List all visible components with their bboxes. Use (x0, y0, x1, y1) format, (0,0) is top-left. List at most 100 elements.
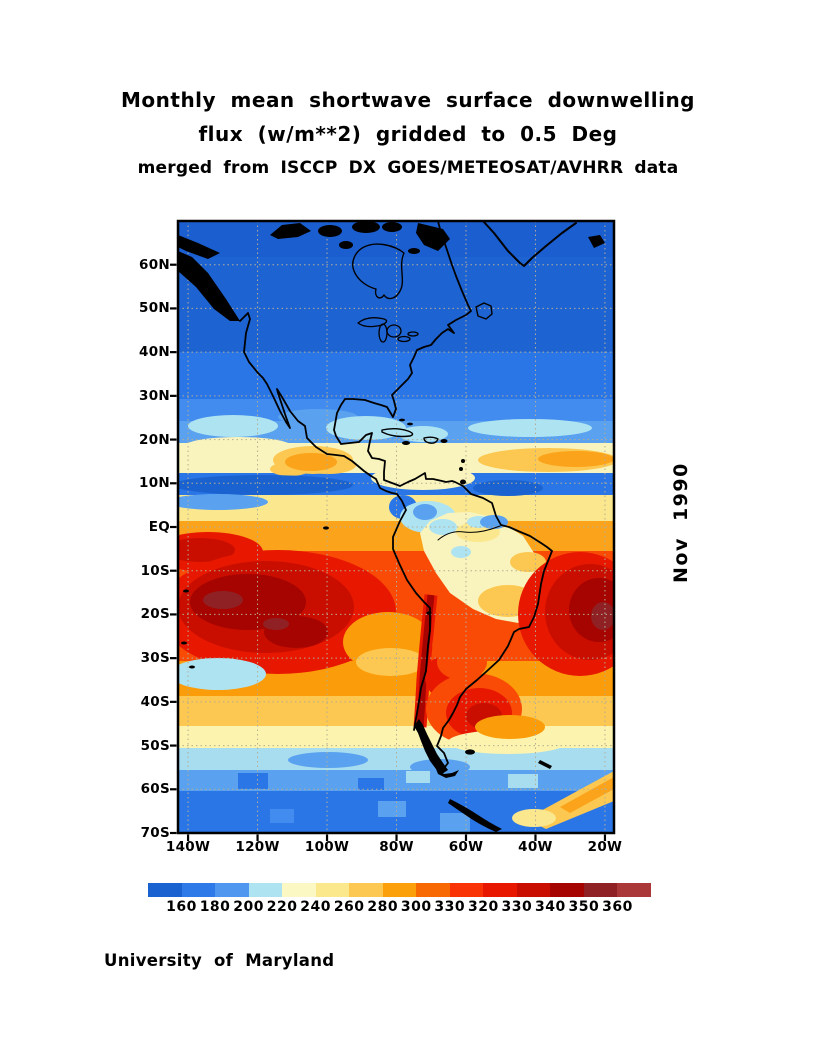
lat-tick-label: 70S (140, 825, 170, 841)
colorbar (148, 883, 651, 897)
bahamas-2 (407, 422, 413, 426)
lat-tick-label: 10N (139, 475, 170, 492)
lat-tick-label: 50N (139, 300, 170, 317)
lat-tick-label: 60N (139, 256, 170, 273)
black-land-fills (178, 221, 605, 832)
colorbar-cell (516, 883, 551, 897)
lat-tick-label: 20S (140, 606, 170, 623)
alaska-landmass (178, 251, 240, 321)
arctic-island-1 (270, 223, 311, 239)
colorbar-cell (382, 883, 417, 897)
sea-mark-3 (183, 589, 189, 593)
bahamas-1 (399, 418, 405, 422)
americas-west-coastline (239, 312, 431, 731)
map-frame (176, 219, 616, 835)
colorbar-tick-label: 330 (434, 899, 466, 915)
lon-tick-label: 120W (235, 839, 280, 855)
colorbar-tick-label: 360 (602, 899, 633, 915)
sea-mark-1 (181, 641, 187, 645)
lat-tick-label: 10S (140, 562, 170, 579)
chart-subtitle: merged from ISCCP DX GOES/METEOSAT/AVHRR… (137, 158, 679, 178)
lat-tick-label: EQ (148, 519, 170, 535)
lat-tick-label: 40N (139, 344, 170, 361)
colorbar-tick-label: 320 (467, 899, 499, 915)
colorbar-cell (583, 883, 618, 897)
south-georgia-island (538, 760, 552, 769)
colorbar-tick-label: 300 (400, 899, 432, 915)
lon-tick-label: 140W (165, 839, 211, 855)
axis-ticks (170, 263, 607, 841)
cuba-outline (381, 428, 414, 438)
chart-title-line2: flux (w/m**2) gridded to 0.5 Deg (198, 122, 618, 146)
falkland-islands (465, 749, 475, 755)
colorbar-tick-label: 200 (233, 899, 264, 915)
colorbar-cell (181, 883, 216, 897)
hispaniola-outline (423, 436, 439, 444)
puerto-rico (440, 439, 448, 443)
arctic-island-5 (339, 241, 353, 249)
lon-tick-label: 20W (587, 839, 623, 855)
colorbar-tick-label: 330 (501, 899, 533, 915)
patagonia-archipelago (414, 719, 448, 774)
colorbar-cell (148, 883, 182, 897)
hudson-bay-coastline (352, 243, 405, 300)
colorbar-cell (483, 883, 517, 897)
chart-title-line1: Monthly mean shortwave surface downwelli… (121, 88, 695, 112)
galapagos (323, 526, 329, 530)
lon-tick-label: 40W (518, 839, 553, 855)
lake-huron-outline (386, 324, 402, 338)
iceland-blob (588, 235, 605, 248)
colorbar-cell (449, 883, 484, 897)
colorbar-tick-label: 260 (333, 899, 365, 915)
arctic-island-6 (408, 248, 420, 254)
colorbar-cell (550, 883, 584, 897)
credit-text: University of Maryland (104, 951, 335, 970)
colorbar-tick-label: 350 (568, 899, 600, 915)
arctic-island-3 (352, 221, 380, 233)
colorbar-tick-label: 180 (199, 899, 231, 915)
lesser-antilles-2 (461, 459, 465, 463)
lon-tick-label: 100W (304, 839, 350, 855)
colorbar-cell (349, 883, 383, 897)
arctic-island-2 (318, 225, 342, 237)
arctic-island-4 (382, 222, 402, 232)
colorbar-tick-label: 160 (166, 899, 197, 915)
trinidad (460, 479, 466, 485)
lake-ontario-outline (407, 331, 419, 337)
colorbar-cell (416, 883, 450, 897)
sea-mark-2 (189, 665, 195, 669)
lake-erie-outline (397, 335, 411, 343)
great-lakes-outline (357, 317, 388, 328)
lat-tick-label: 20N (139, 431, 170, 448)
colorbar-cell (248, 883, 283, 897)
colorbar-tick-label: 240 (300, 899, 332, 915)
americas-east-coastline (333, 221, 553, 773)
colorbar-tick-label: 220 (266, 899, 298, 915)
lat-tick-label: 50S (140, 737, 170, 754)
amazon-river (437, 525, 501, 541)
alaska-coast-strip (178, 235, 220, 259)
map-canvas (170, 219, 616, 841)
newfoundland-outline (475, 302, 493, 320)
lat-tick-label: 60S (140, 781, 170, 798)
baffin-island (416, 223, 450, 251)
date-side-label: Nov 1990 (670, 462, 692, 583)
colorbar-tick-label: 280 (367, 899, 399, 915)
antarctic-peninsula-coast (448, 799, 502, 832)
colorbar-cell (617, 883, 651, 897)
lon-tick-label: 60W (448, 839, 484, 855)
colorbar-tick-label: 340 (535, 899, 566, 915)
lat-tick-label: 30N (139, 387, 170, 404)
colorbar-cell (282, 883, 316, 897)
lon-tick-label: 80W (379, 839, 414, 855)
flux-field-features (178, 221, 614, 833)
lesser-antilles-1 (459, 467, 463, 471)
colorbar-cell (215, 883, 249, 897)
lake-titicaca-mark (426, 611, 432, 615)
lat-tick-label: 40S (140, 693, 170, 710)
greenland-coastline (482, 221, 577, 267)
lat-tick-label: 30S (140, 650, 170, 667)
colorbar-cell (315, 883, 350, 897)
tierra-del-fuego (436, 769, 459, 778)
coastlines (239, 221, 577, 773)
